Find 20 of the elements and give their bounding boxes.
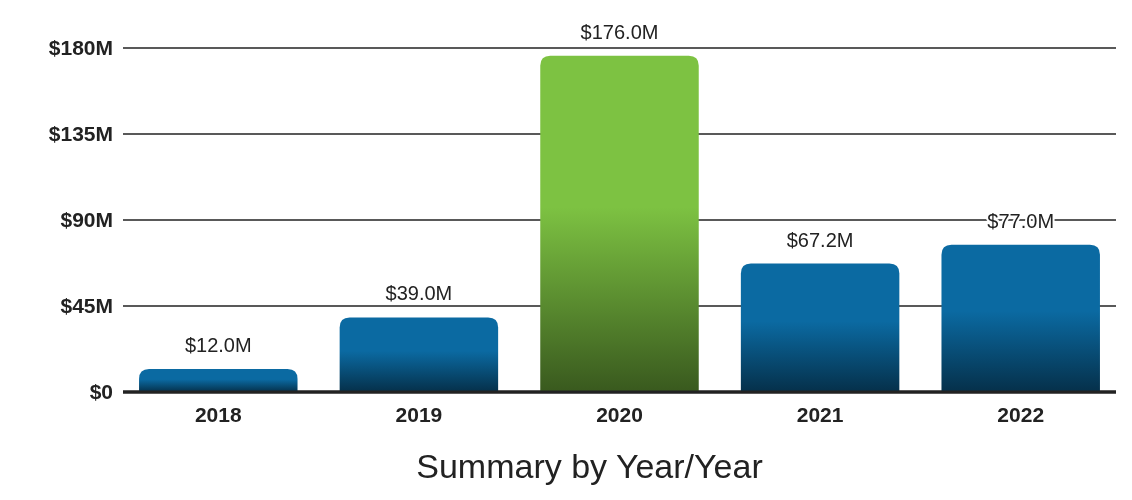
y-tick-label: $135M: [48, 122, 113, 146]
x-tick-label: 2020: [596, 403, 643, 426]
bar: [540, 55, 699, 392]
x-tick-label: 2022: [997, 403, 1045, 426]
y-tick-label: $90M: [60, 208, 113, 232]
x-tick-label: 2018: [194, 403, 242, 426]
x-tick-label: 2019: [395, 403, 443, 426]
x-tick-label: 2021: [796, 403, 844, 426]
bar: [339, 317, 499, 392]
y-tick-label: $0: [89, 380, 113, 404]
bar: [139, 369, 298, 392]
bar: [740, 263, 900, 392]
data-label: $12.0M: [184, 334, 252, 357]
y-tick-label: $45M: [60, 294, 113, 318]
data-label: $39.0M: [385, 282, 453, 305]
y-tick-label: $180M: [48, 36, 113, 60]
x-axis-title: Summary by Year/Year: [416, 447, 763, 485]
data-label: $67.2M: [786, 228, 854, 251]
bar: [941, 244, 1100, 392]
data-label: $176.0M: [580, 20, 659, 43]
